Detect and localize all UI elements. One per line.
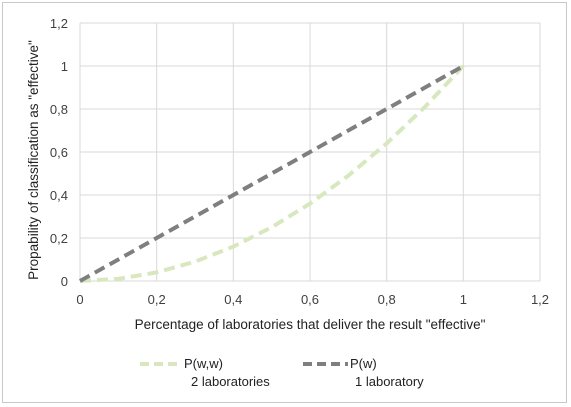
x-tick-label: 0,6	[301, 292, 319, 307]
legend-label-series-2: P(w)	[350, 356, 377, 371]
y-tick-labels: 0 0,2 0,4 0,6 0,8 1 1,2	[50, 16, 68, 289]
x-tick-label: 0,8	[378, 292, 396, 307]
legend-sublabel-series-1: 2 laboratories	[191, 374, 270, 389]
y-axis-title: Propability of classification as "effect…	[26, 40, 41, 280]
x-tick-label: 0	[76, 292, 83, 307]
x-tick-labels: 0 0,2 0,4 0,6 0,8 1 1,2	[76, 292, 549, 307]
series-line-1	[79, 64, 465, 283]
legend-label-series-1: P(w,w)	[184, 356, 223, 371]
x-tick-label: 1	[460, 292, 467, 307]
chart-frame	[2, 2, 567, 403]
y-tick-label: 0,2	[50, 231, 68, 246]
y-tick-label: 0	[61, 274, 68, 289]
y-tick-label: 0,6	[50, 145, 68, 160]
legend: P(w,w) 2 laboratories P(w) 1 laboratory	[140, 356, 424, 389]
y-tick-label: 1,2	[50, 16, 68, 31]
x-tick-label: 0,4	[224, 292, 242, 307]
x-axis-title: Percentage of laboratories that deliver …	[135, 317, 486, 332]
x-tick-label: 0,2	[148, 292, 166, 307]
y-tick-label: 0,8	[50, 102, 68, 117]
series-lines	[79, 64, 465, 283]
series-line-2	[79, 64, 465, 283]
y-tick-label: 0,4	[50, 188, 68, 203]
x-tick-label: 1,2	[531, 292, 549, 307]
y-tick-label: 1	[61, 59, 68, 74]
legend-sublabel-series-2: 1 laboratory	[355, 374, 424, 389]
